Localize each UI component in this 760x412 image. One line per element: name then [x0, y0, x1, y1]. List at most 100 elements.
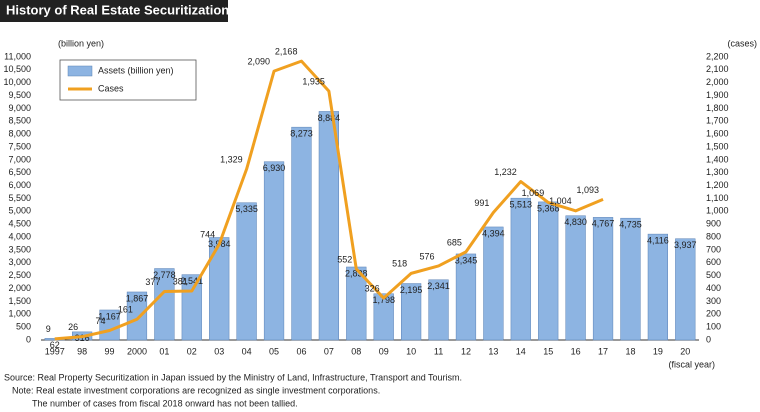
x-tick-label: 06 — [296, 346, 306, 356]
y2-tick-label: 1,600 — [706, 129, 729, 139]
bar-label: 2,541 — [181, 276, 204, 286]
bar-label: 1,167 — [98, 311, 121, 321]
x-tick-label: 1997 — [45, 346, 65, 356]
x-axis-label: (fiscal year) — [668, 359, 715, 369]
note: The number of cases from fiscal 2018 onw… — [32, 398, 298, 408]
y-tick-label: 10,500 — [3, 64, 31, 74]
bar-label: 4,394 — [482, 228, 505, 238]
bar — [401, 283, 422, 341]
bar — [428, 279, 449, 341]
bar-label: 5,513 — [510, 200, 533, 210]
legend-label: Cases — [98, 83, 124, 93]
x-tick-label: 20 — [680, 346, 690, 356]
line-label: 1,069 — [522, 188, 545, 198]
y2-tick-label: 400 — [706, 283, 721, 293]
line-label: 26 — [68, 322, 78, 332]
bar-label: 6,930 — [263, 163, 286, 173]
line-label: 1,329 — [220, 154, 243, 164]
x-tick-label: 11 — [434, 346, 443, 356]
y2-tick-label: 1,800 — [706, 103, 729, 113]
x-tick-label: 99 — [105, 346, 115, 356]
line-label: 9 — [46, 324, 51, 334]
line-label: 744 — [200, 230, 215, 240]
bar — [483, 226, 504, 341]
y2-tick-label: 2,000 — [706, 77, 729, 87]
line-label: 991 — [474, 198, 489, 208]
x-tick-label: 09 — [379, 346, 389, 356]
bar-label: 2,195 — [400, 285, 423, 295]
y2-tick-label: 900 — [706, 219, 721, 229]
y2-tick-label: 600 — [706, 257, 721, 267]
y-tick-label: 1,000 — [8, 309, 31, 319]
line-label: 2,090 — [248, 57, 271, 67]
line-label: 2,168 — [275, 46, 298, 56]
bar — [565, 215, 586, 341]
x-tick-label: 07 — [324, 346, 334, 356]
x-tick-label: 01 — [159, 346, 169, 356]
y-tick-label: 8,000 — [8, 129, 31, 139]
source: Source: Real Property Securitization in … — [4, 372, 462, 382]
y2-tick-label: 2,100 — [706, 64, 729, 74]
bar — [510, 197, 531, 341]
y-tick-label: 6,500 — [8, 167, 31, 177]
x-tick-label: 12 — [461, 346, 471, 356]
bar — [647, 233, 668, 341]
y2-tick-label: 700 — [706, 244, 721, 254]
bar-label: 62 — [50, 340, 60, 350]
x-tick-label: 02 — [187, 346, 197, 356]
y2-tick-label: 1,700 — [706, 116, 729, 126]
y2-tick-label: 1,000 — [706, 206, 729, 216]
y2-tick-label: 1,500 — [706, 141, 729, 151]
legend-label: Assets (billion yen) — [98, 65, 174, 75]
y-tick-label: 3,500 — [8, 244, 31, 254]
bar-label: 5,368 — [537, 203, 560, 213]
bar — [538, 201, 559, 341]
line-label: 685 — [447, 237, 462, 247]
y-tick-label: 1,500 — [8, 296, 31, 306]
y-tick-label: 9,500 — [8, 90, 31, 100]
bar — [675, 238, 696, 341]
line-label: 552 — [337, 254, 352, 264]
bar — [291, 126, 312, 341]
y2-tick-label: 0 — [706, 334, 711, 344]
y2-tick-label: 300 — [706, 296, 721, 306]
line-label: 1,232 — [494, 167, 517, 177]
y2-tick-label: 200 — [706, 309, 721, 319]
x-tick-label: 13 — [488, 346, 498, 356]
bar-label: 2,341 — [427, 281, 450, 291]
x-tick-label: 14 — [516, 346, 526, 356]
y-tick-label: 500 — [16, 322, 31, 332]
y-tick-label: 4,500 — [8, 219, 31, 229]
y2-tick-label: 1,300 — [706, 167, 729, 177]
x-tick-label: 19 — [653, 346, 663, 356]
x-tick-label: 10 — [406, 346, 416, 356]
y-tick-label: 11,000 — [4, 51, 31, 61]
bar-label: 5,335 — [235, 204, 258, 214]
line-label: 326 — [365, 283, 380, 293]
x-tick-label: 04 — [242, 346, 252, 356]
bar-label: 4,116 — [647, 235, 669, 245]
chart-title: History of Real Estate Securitization — [6, 2, 229, 17]
line-label: 518 — [392, 259, 407, 269]
bar — [263, 161, 285, 341]
y-tick-label: 9,000 — [8, 103, 31, 113]
y-tick-label: 5,000 — [8, 206, 31, 216]
x-tick-label: 18 — [625, 346, 635, 356]
bar-label: 3,345 — [455, 255, 478, 265]
y-tick-label: 2,000 — [8, 283, 31, 293]
x-tick-label: 16 — [571, 346, 581, 356]
line-label: 74 — [96, 316, 106, 326]
bar-label: 8,273 — [290, 129, 313, 139]
line-label: 381 — [173, 276, 188, 286]
line-label: 161 — [118, 305, 133, 315]
y-tick-label: 6,000 — [8, 180, 31, 190]
bar-label: 3,937 — [674, 240, 697, 250]
y-tick-label: 7,000 — [8, 154, 31, 164]
bar-label: 2,778 — [153, 270, 176, 280]
line-label: 1,093 — [577, 185, 600, 195]
bar-label: 8,884 — [318, 113, 341, 123]
x-tick-label: 17 — [598, 346, 608, 356]
line-label: 576 — [420, 251, 435, 261]
note: Note: Real estate investment corporation… — [12, 385, 380, 395]
